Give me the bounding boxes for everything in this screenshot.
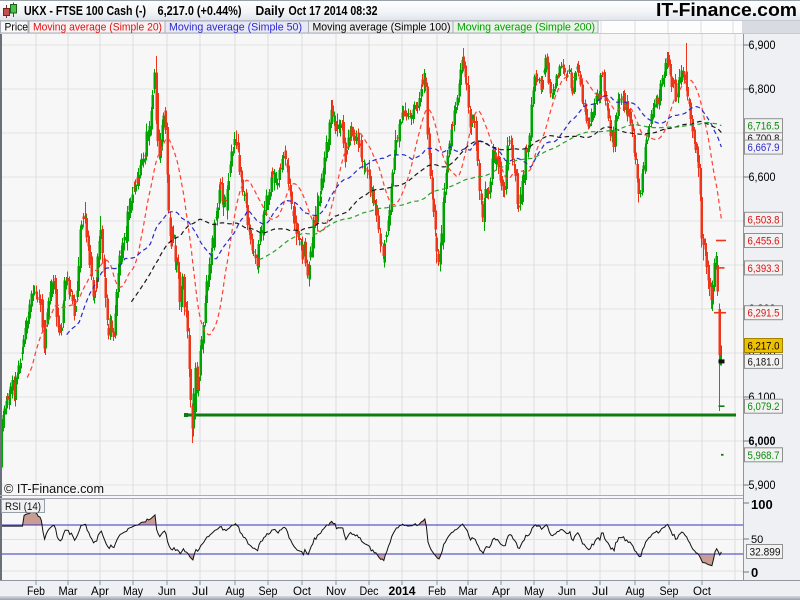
svg-text:32.899: 32.899 bbox=[750, 547, 781, 559]
svg-text:100: 100 bbox=[751, 497, 773, 512]
svg-text:Oct: Oct bbox=[293, 584, 312, 598]
svg-text:6,291.5: 6,291.5 bbox=[748, 308, 780, 320]
svg-text:Apr: Apr bbox=[91, 584, 109, 598]
svg-text:Mar: Mar bbox=[59, 584, 78, 598]
svg-text:Jun: Jun bbox=[558, 584, 576, 598]
svg-text:6,800: 6,800 bbox=[749, 84, 776, 96]
svg-text:UKX - FTSE 100 Cash (-): UKX - FTSE 100 Cash (-) bbox=[24, 3, 146, 18]
svg-text:Moving average (Simple 50): Moving average (Simple 50) bbox=[169, 21, 302, 33]
svg-text:Moving average (Simple 200): Moving average (Simple 200) bbox=[457, 21, 595, 33]
svg-text:6,217.0: 6,217.0 bbox=[748, 341, 780, 353]
svg-text:Mar: Mar bbox=[459, 584, 478, 598]
svg-text:6,000: 6,000 bbox=[749, 436, 776, 448]
svg-text:Dec: Dec bbox=[360, 584, 379, 598]
svg-text:Aug: Aug bbox=[226, 584, 245, 598]
svg-text:May: May bbox=[524, 584, 544, 598]
svg-text:Price: Price bbox=[5, 21, 29, 33]
svg-text:Oct: Oct bbox=[693, 584, 712, 598]
svg-text:50: 50 bbox=[751, 534, 763, 546]
svg-text:5,900: 5,900 bbox=[749, 480, 776, 492]
svg-text:6,900: 6,900 bbox=[749, 40, 776, 52]
svg-text:6,716.5: 6,716.5 bbox=[748, 121, 780, 133]
svg-text:6,503.8: 6,503.8 bbox=[748, 214, 780, 226]
svg-text:Daily: Daily bbox=[256, 3, 286, 18]
svg-text:5,968.7: 5,968.7 bbox=[748, 450, 780, 462]
svg-text:6,455.6: 6,455.6 bbox=[748, 236, 780, 248]
svg-text:Jun: Jun bbox=[158, 584, 176, 598]
svg-text:May: May bbox=[123, 584, 143, 598]
svg-text:Sep: Sep bbox=[660, 584, 679, 598]
svg-text:Oct 17 2014 08:32: Oct 17 2014 08:32 bbox=[289, 3, 378, 18]
svg-text:Moving average (Simple 20): Moving average (Simple 20) bbox=[33, 21, 162, 33]
svg-text:6,217.0 (+0.44%): 6,217.0 (+0.44%) bbox=[158, 3, 242, 18]
svg-text:Aug: Aug bbox=[626, 584, 645, 598]
svg-text:6,600: 6,600 bbox=[749, 172, 776, 184]
svg-text:IT-Finance.com: IT-Finance.com bbox=[656, 0, 797, 20]
svg-text:6,393.3: 6,393.3 bbox=[748, 263, 780, 275]
svg-text:© IT-Finance.com: © IT-Finance.com bbox=[4, 482, 104, 496]
svg-text:Moving average (Simple 100): Moving average (Simple 100) bbox=[313, 21, 451, 33]
svg-text:Apr: Apr bbox=[492, 584, 510, 598]
svg-text:0: 0 bbox=[751, 565, 758, 580]
svg-text:Feb: Feb bbox=[428, 584, 446, 598]
svg-text:Jul: Jul bbox=[592, 584, 608, 598]
svg-text:2014: 2014 bbox=[389, 584, 416, 598]
svg-text:RSI (14): RSI (14) bbox=[5, 501, 41, 513]
svg-text:Nov: Nov bbox=[326, 584, 346, 598]
svg-text:Sep: Sep bbox=[259, 584, 278, 598]
svg-text:Feb: Feb bbox=[27, 584, 45, 598]
svg-text:Jul: Jul bbox=[192, 584, 208, 598]
svg-text:6,079.2: 6,079.2 bbox=[748, 401, 780, 413]
svg-text:6,667.9: 6,667.9 bbox=[748, 142, 780, 154]
svg-text:6,181.0: 6,181.0 bbox=[748, 356, 780, 368]
